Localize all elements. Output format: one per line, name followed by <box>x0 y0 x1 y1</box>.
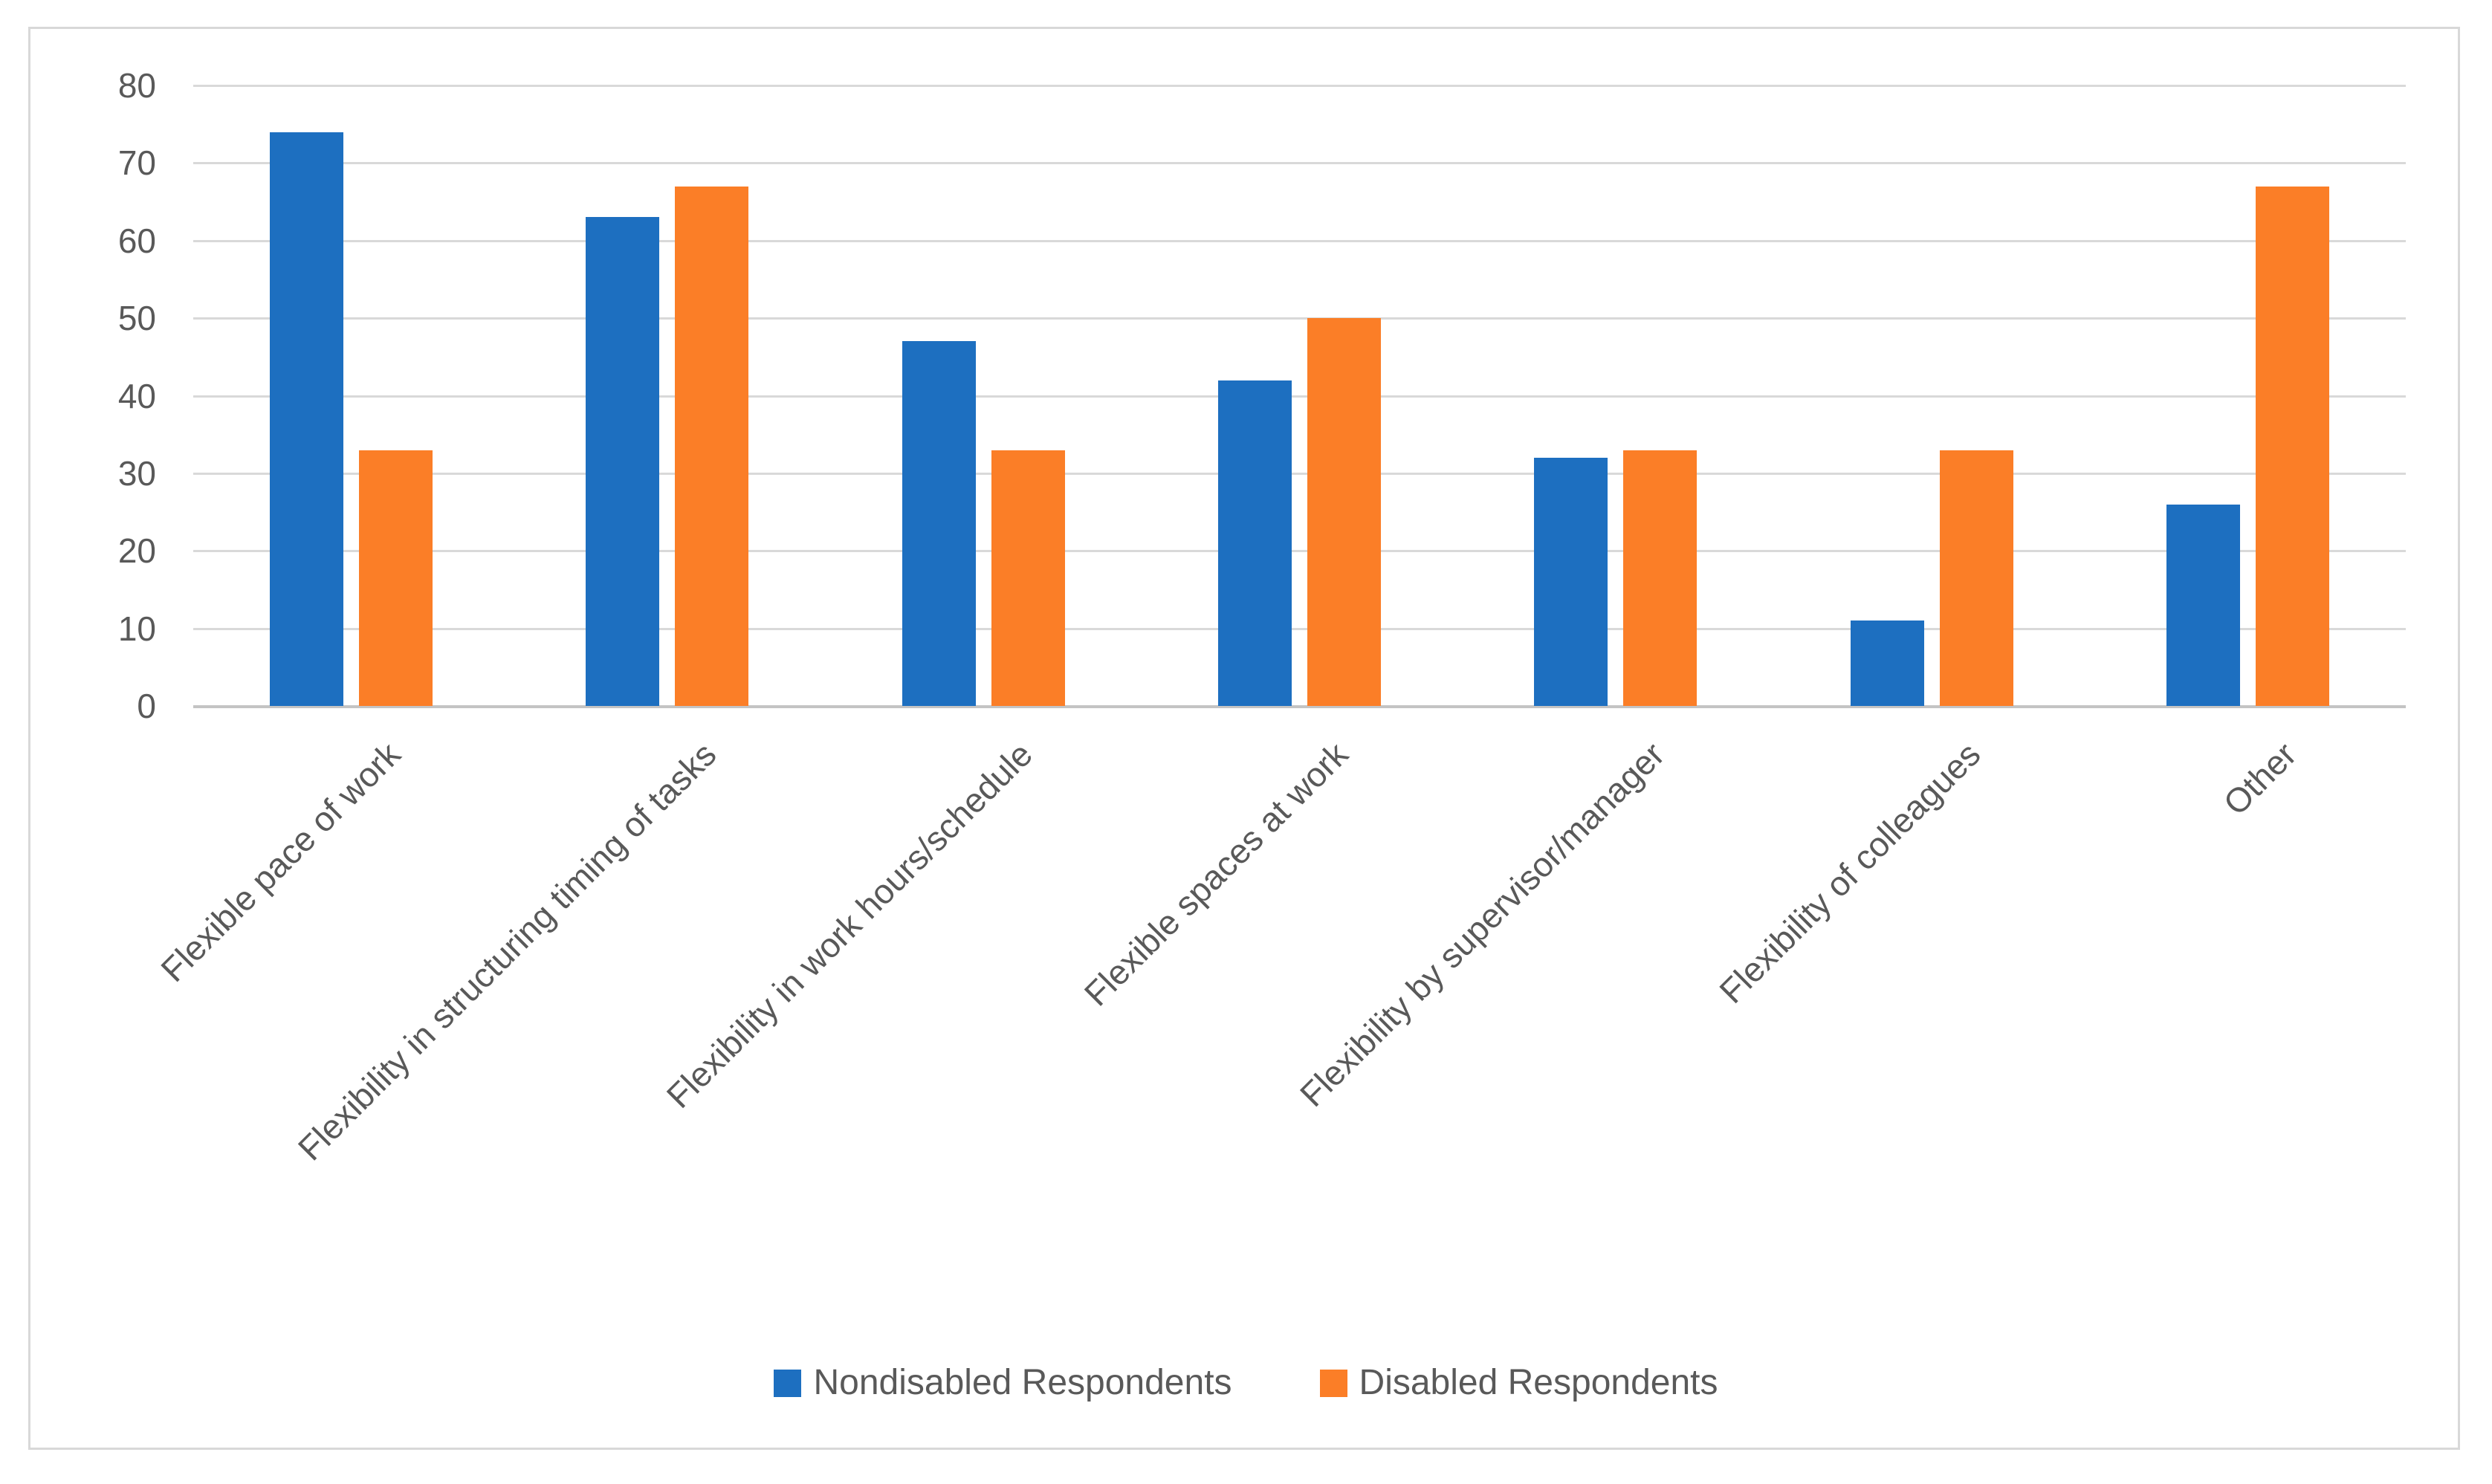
y-tick-label-60: 60 <box>117 221 156 260</box>
legend: Nondisabled Respondents Disabled Respond… <box>0 1362 2492 1404</box>
legend-swatch-nondisabled <box>774 1369 802 1397</box>
y-tick-label-30: 30 <box>117 453 156 493</box>
y-tick-label-80: 80 <box>117 66 156 105</box>
gridline-y-40 <box>193 395 2406 398</box>
bar-nondisabled-5 <box>1850 621 1924 706</box>
chart-figure-border <box>28 27 2460 1450</box>
bar-disabled-4 <box>1623 450 1698 706</box>
legend-swatch-disabled <box>1319 1369 1347 1397</box>
y-tick-label-0: 0 <box>137 687 156 725</box>
legend-label-nondisabled: Nondisabled Respondents <box>813 1363 1232 1402</box>
bar-disabled-3 <box>1307 318 1381 706</box>
bar-disabled-5 <box>1939 450 2013 706</box>
gridline-y-0 <box>193 705 2406 708</box>
y-tick-label-10: 10 <box>117 609 156 648</box>
bar-disabled-6 <box>2255 186 2329 706</box>
bar-disabled-1 <box>675 186 749 706</box>
gridline-y-70 <box>193 162 2406 165</box>
gridline-y-10 <box>193 627 2406 630</box>
bar-nondisabled-6 <box>2166 504 2240 706</box>
bar-nondisabled-2 <box>902 341 976 706</box>
bar-nondisabled-0 <box>270 132 344 706</box>
bar-nondisabled-3 <box>1218 380 1292 706</box>
legend-entry-nondisabled: Nondisabled Respondents <box>774 1362 1232 1404</box>
gridline-y-50 <box>193 317 2406 320</box>
y-tick-label-50: 50 <box>117 299 156 338</box>
gridline-y-80 <box>193 85 2406 87</box>
legend-label-disabled: Disabled Respondents <box>1359 1363 1718 1402</box>
y-tick-label-70: 70 <box>117 143 156 183</box>
bar-nondisabled-1 <box>586 217 660 706</box>
y-tick-label-20: 20 <box>117 531 156 571</box>
plot-area <box>193 85 2406 708</box>
gridline-y-30 <box>193 472 2406 475</box>
bar-nondisabled-4 <box>1534 458 1608 706</box>
legend-entry-disabled: Disabled Respondents <box>1319 1362 1718 1404</box>
bar-disabled-2 <box>991 450 1065 706</box>
gridline-y-20 <box>193 550 2406 553</box>
gridline-y-60 <box>193 239 2406 242</box>
y-tick-label-40: 40 <box>117 376 156 415</box>
bar-disabled-0 <box>359 450 433 706</box>
